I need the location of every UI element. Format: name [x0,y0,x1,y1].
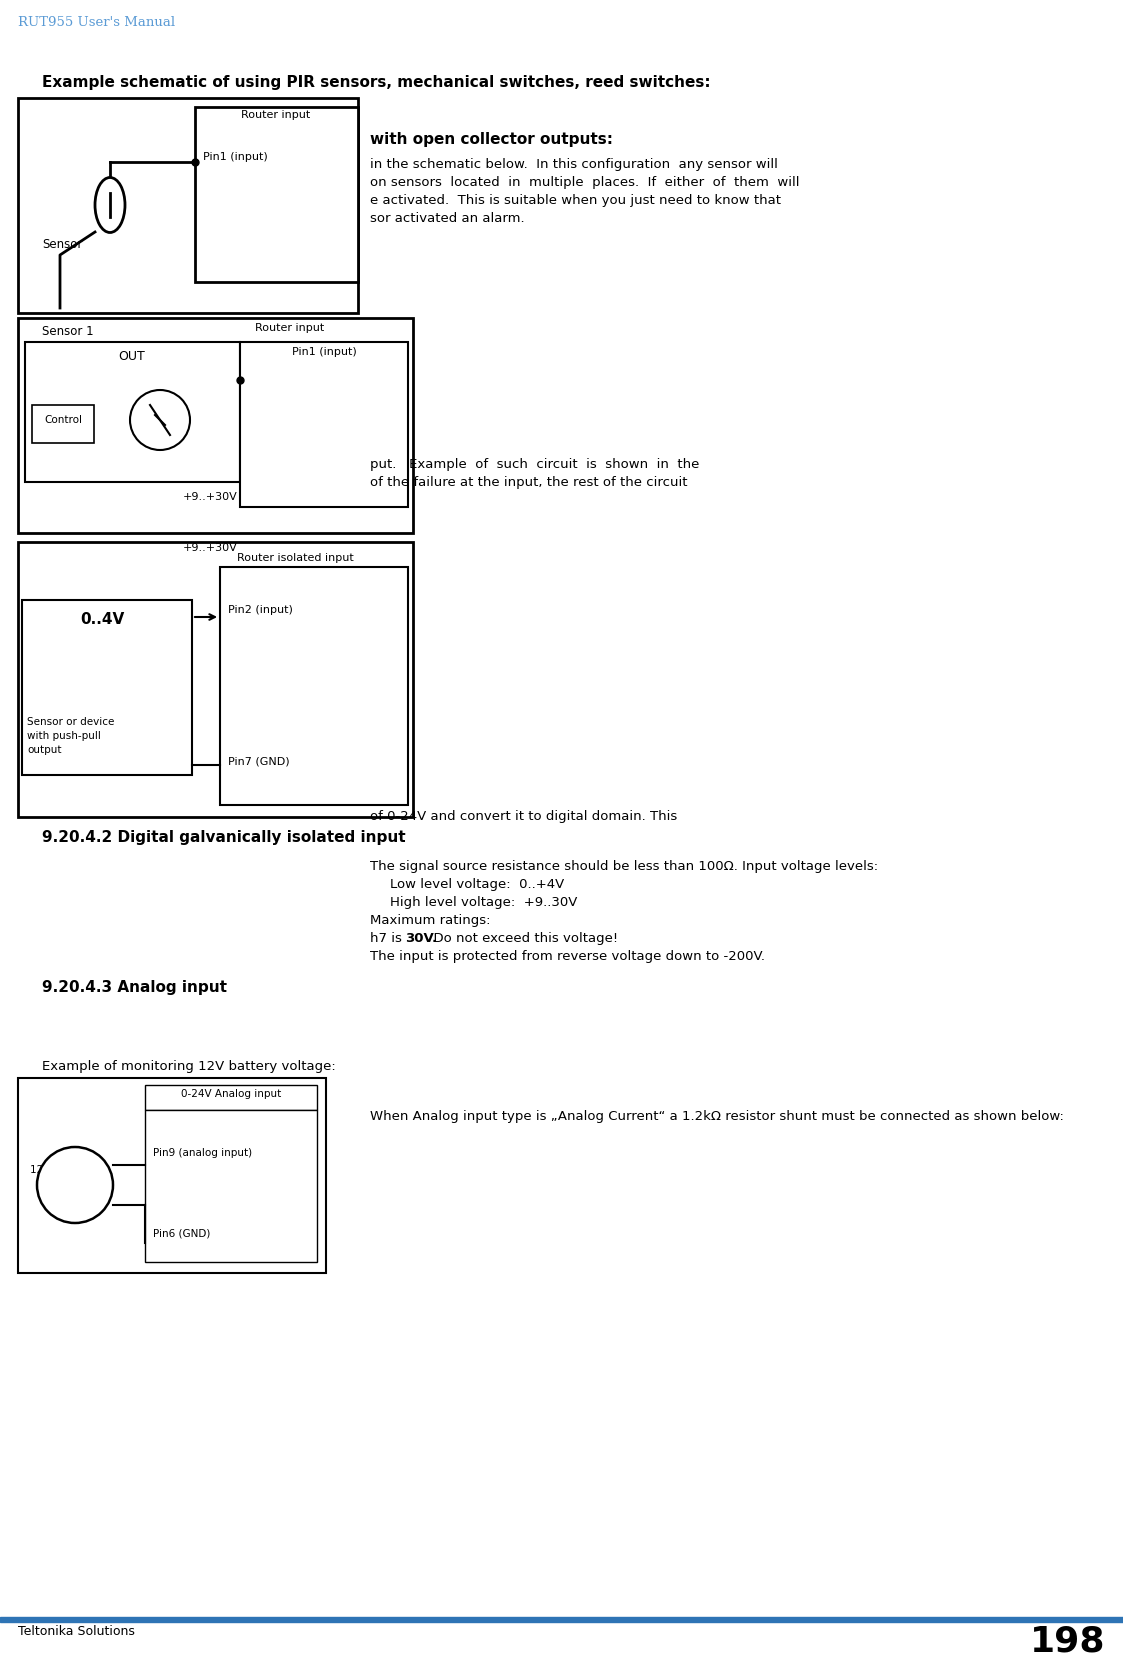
Circle shape [37,1147,113,1223]
Text: on sensors  located  in  multiple  places.  If  either  of  them  will: on sensors located in multiple places. I… [369,175,800,188]
Bar [18,98,358,312]
Text: 0-24V Analog input: 0-24V Analog input [181,1089,281,1099]
Text: put.   Example  of  such  circuit  is  shown  in  the: put. Example of such circuit is shown in… [369,458,700,471]
Text: Pin6 (GND): Pin6 (GND) [153,1228,210,1238]
Text: 9.20.4.3 Analog input: 9.20.4.3 Analog input [42,980,227,995]
Text: Low level voltage:  0..+4V: Low level voltage: 0..+4V [390,878,564,891]
Text: Router isolated input: Router isolated input [237,554,354,564]
Text: The signal source resistance should be less than 100Ω. Input voltage levels:: The signal source resistance should be l… [369,860,878,873]
Text: Router input: Router input [255,322,325,332]
Text: 0..4V: 0..4V [80,612,125,626]
Bar [0,1617,1123,1622]
Text: Router input: Router input [241,111,311,121]
Text: e activated.  This is suitable when you just need to know that: e activated. This is suitable when you j… [369,193,780,207]
Text: Example of monitoring 12V battery voltage:: Example of monitoring 12V battery voltag… [42,1060,336,1073]
Text: +: + [61,1150,73,1165]
Circle shape [130,390,190,450]
Bar [145,1084,317,1111]
Text: OUT: OUT [119,350,145,364]
Text: in the schematic below.  In this configuration  any sensor will: in the schematic below. In this configur… [369,159,778,170]
Text: h7 is: h7 is [369,932,407,946]
Text: 198: 198 [1030,1625,1105,1653]
Text: High level voltage:  +9..30V: High level voltage: +9..30V [390,896,577,909]
Bar [31,405,94,443]
Bar [145,1111,317,1261]
Ellipse shape [95,177,125,233]
Text: When Analog input type is „Analog Current“ a 1.2kΩ resistor shunt must be connec: When Analog input type is „Analog Curren… [369,1111,1063,1122]
Text: output: output [27,746,62,755]
Text: with push-pull: with push-pull [27,731,101,741]
Text: 30V.: 30V. [405,932,437,946]
Text: Sensor or device: Sensor or device [27,717,115,727]
Text: Do not exceed this voltage!: Do not exceed this voltage! [424,932,618,946]
Text: sor activated an alarm.: sor activated an alarm. [369,212,524,225]
Text: Example schematic of using PIR sensors, mechanical switches, reed switches:: Example schematic of using PIR sensors, … [42,74,711,89]
Text: +9..+30V: +9..+30V [183,542,237,554]
Text: Pin2 (input): Pin2 (input) [228,605,293,615]
Text: Pin9 (analog input): Pin9 (analog input) [153,1147,253,1159]
Text: of the failure at the input, the rest of the circuit: of the failure at the input, the rest of… [369,476,687,489]
Bar [18,317,413,532]
Text: Maximum ratings:: Maximum ratings: [369,914,491,927]
Bar [25,342,240,483]
Text: RUT955 User's Manual: RUT955 User's Manual [18,17,175,30]
Text: of 0-24V and convert it to digital domain. This: of 0-24V and convert it to digital domai… [369,810,677,823]
Text: +9..+30V: +9..+30V [183,493,237,503]
Bar [220,567,408,805]
Bar [18,1078,326,1273]
Text: Pin1 (input): Pin1 (input) [292,347,356,357]
Text: 12V battery: 12V battery [30,1165,92,1175]
Text: The input is protected from reverse voltage down to -200V.: The input is protected from reverse volt… [369,950,765,964]
Text: Pin1 (input): Pin1 (input) [203,152,267,162]
Bar [240,342,408,507]
Text: Sensor 1: Sensor 1 [42,326,93,337]
Text: Sensor: Sensor [42,238,82,251]
Bar [195,107,358,283]
Text: −: − [60,1197,74,1215]
Text: Pin7 (GND): Pin7 (GND) [228,757,290,767]
Text: with open collector outputs:: with open collector outputs: [369,132,613,147]
Text: Teltonika Solutions: Teltonika Solutions [18,1625,135,1638]
Bar [18,542,413,817]
Bar [22,600,192,775]
Text: Control: Control [44,415,82,425]
Text: 9.20.4.2 Digital galvanically isolated input: 9.20.4.2 Digital galvanically isolated i… [42,830,405,845]
